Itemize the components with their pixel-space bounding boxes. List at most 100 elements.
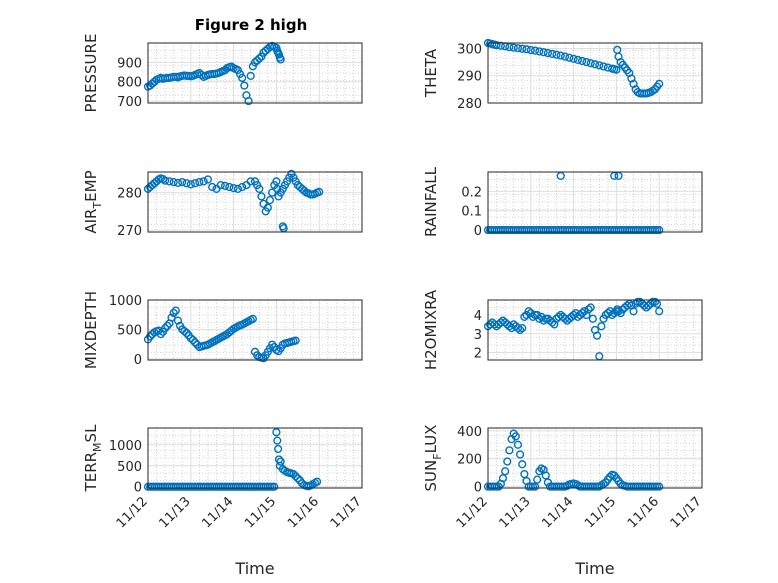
data-point (492, 41, 501, 50)
data-point (612, 65, 621, 74)
data-point (255, 54, 264, 63)
data-point (272, 177, 281, 186)
y-tick-label: 2 (474, 347, 482, 362)
data-point (173, 178, 183, 187)
data-point (584, 305, 593, 314)
data-point (569, 54, 578, 63)
y-axis-label: SUNFLUX (422, 425, 444, 492)
x-tick-label: 11/16 (625, 494, 662, 531)
x-tick-label: 11/17 (668, 494, 705, 531)
data-point (518, 460, 527, 469)
data-point (513, 44, 523, 53)
data-point (530, 46, 540, 55)
data-point (650, 297, 660, 306)
data-point (171, 306, 180, 315)
x-tick-label: 11/16 (285, 494, 322, 531)
y-tick-label: 300 (457, 42, 482, 57)
data-point (156, 330, 165, 339)
x-tick-label: 11/12 (114, 494, 151, 531)
data-point (265, 196, 275, 205)
y-tick-label: 900 (117, 56, 142, 71)
x-axis-label: Time (574, 559, 614, 578)
y-tick-label: 0.1 (461, 205, 482, 220)
y-tick-label: 0 (134, 353, 142, 368)
data-point (274, 444, 283, 454)
data-point (548, 49, 557, 59)
data-point (565, 53, 574, 62)
y-tick-label: 280 (457, 97, 482, 112)
data-point (552, 50, 561, 59)
panel-2: 280 290 300 THETA (422, 38, 703, 112)
x-tick-label: 11/14 (199, 494, 236, 531)
data-point (526, 45, 535, 55)
y-tick-label: 0 (474, 224, 482, 239)
data-point (167, 313, 176, 322)
axes-frame (147, 427, 363, 489)
data-point (253, 351, 262, 360)
data-point (291, 336, 300, 345)
data-point (190, 179, 200, 188)
data-point (297, 479, 307, 488)
data-point (593, 331, 602, 340)
y-axis-label: AIRTEMP (82, 170, 104, 233)
panel-8: 0 200 400 SUNFLUX 11/12 11/13 11/14 11/15 11/16 1… (422, 425, 705, 578)
data-point (169, 308, 178, 318)
data-point (586, 59, 595, 68)
plot-area (487, 171, 703, 233)
data-point (543, 478, 553, 487)
panel-5: 0 500 1000 MIXDEPTH (82, 291, 363, 369)
y-tick-label: 0.2 (461, 185, 482, 200)
data-point (180, 327, 189, 336)
x-tick-label: 11/13 (497, 494, 534, 531)
y-axis-label: H2OMIXRA (422, 289, 440, 370)
data-point (268, 188, 277, 197)
data-point (578, 56, 587, 66)
y-tick-label: 1000 (109, 439, 142, 454)
data-point (582, 57, 591, 67)
data-point (524, 307, 533, 316)
data-point (655, 482, 664, 491)
plot-area (147, 427, 363, 489)
data-point (505, 446, 514, 455)
x-axis-label: Time (234, 559, 274, 578)
axes-frame (487, 299, 703, 361)
y-tick-label: 700 (117, 95, 142, 110)
data-point (240, 81, 249, 90)
axes-frame (487, 427, 703, 489)
y-tick-label: 290 (457, 70, 482, 85)
x-tick-label: 11/15 (242, 494, 279, 531)
data-point (511, 432, 520, 441)
data-point (263, 203, 272, 212)
y-axis-label: RAINFALL (422, 166, 440, 237)
data-point (165, 177, 174, 186)
data-point (220, 181, 230, 190)
data-point (655, 225, 664, 235)
y-tick-label: 0 (474, 481, 482, 496)
data-point (595, 61, 604, 70)
y-tick-label: 280 (117, 187, 142, 202)
data-point (238, 73, 247, 82)
data-point (533, 475, 542, 484)
data-point (622, 301, 632, 310)
data-point (509, 43, 518, 52)
data-point (229, 184, 238, 193)
data-point (248, 314, 257, 323)
data-point (520, 469, 529, 479)
x-tick-label: 11/12 (454, 494, 491, 531)
data-point (590, 60, 600, 69)
data-point (573, 55, 582, 65)
data-point (246, 71, 255, 81)
data-point (293, 474, 302, 483)
data-point (146, 332, 155, 341)
data-point (163, 321, 172, 330)
data-point (178, 178, 187, 187)
data-point (522, 45, 531, 54)
data-point (208, 182, 217, 192)
data-point (586, 303, 595, 312)
y-tick-label: 200 (457, 453, 482, 468)
y-axis-label: PRESSURE (82, 34, 100, 113)
data-point (169, 178, 178, 187)
data-point (188, 335, 198, 345)
data-point (199, 177, 208, 186)
